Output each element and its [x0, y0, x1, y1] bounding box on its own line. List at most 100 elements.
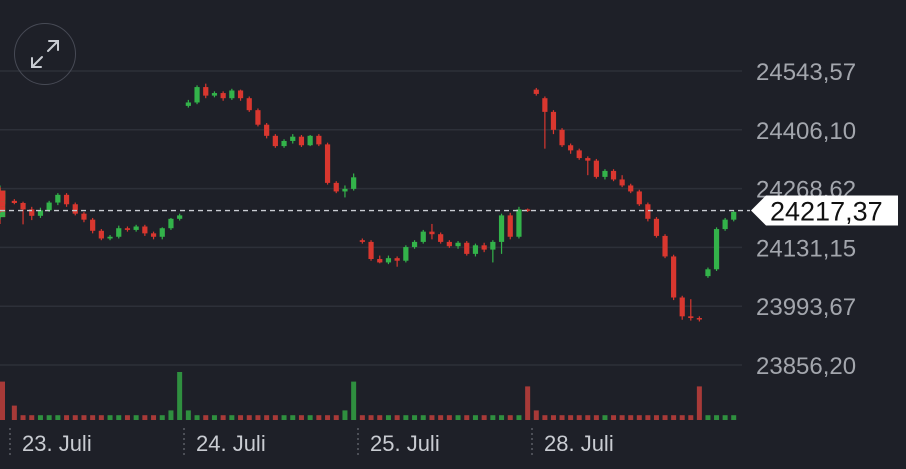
candle	[0, 213, 6, 220]
candle	[662, 234, 668, 259]
volume-bar	[653, 415, 659, 420]
y-tick-label: 24131,15	[756, 235, 856, 262]
candle-body	[472, 245, 479, 254]
candle	[211, 91, 218, 98]
candle	[351, 173, 357, 191]
candle	[81, 211, 87, 223]
y-tick-label: 24406,10	[756, 118, 856, 145]
candle-body	[237, 90, 244, 99]
candle-body	[377, 259, 383, 263]
candle	[403, 245, 409, 263]
volume-bar	[679, 415, 685, 420]
candle	[0, 208, 6, 218]
candle	[671, 254, 677, 301]
candle-body	[290, 136, 296, 141]
candle	[342, 185, 348, 198]
volume-bar	[133, 415, 139, 420]
candle	[533, 87, 539, 96]
volume-bar	[72, 415, 78, 420]
candle	[203, 83, 209, 99]
candle	[20, 201, 26, 225]
volume-bar	[238, 415, 244, 420]
candle-body	[142, 226, 148, 234]
candle	[11, 199, 17, 205]
volume-bar	[159, 415, 165, 420]
candle	[455, 241, 461, 249]
candle-body	[568, 145, 574, 151]
candle-body	[98, 230, 104, 239]
volume-bar	[403, 415, 409, 420]
candle-body	[29, 209, 35, 216]
candle-body	[403, 247, 409, 261]
candle-body	[46, 202, 52, 211]
candle-body	[342, 188, 348, 192]
candle-body	[525, 209, 531, 211]
candle	[568, 143, 574, 154]
candle	[679, 295, 685, 320]
volume-bar	[438, 415, 444, 420]
candle-body	[220, 93, 226, 99]
candle-body	[272, 135, 278, 147]
x-tick-label: 28. Juli	[544, 431, 614, 456]
expand-button[interactable]	[14, 23, 76, 85]
volume-bar	[464, 415, 470, 420]
candle	[133, 224, 139, 232]
volume-bar	[81, 415, 87, 420]
candle	[593, 158, 599, 179]
candle	[90, 217, 96, 234]
candle	[0, 187, 6, 204]
candle-body	[124, 228, 131, 230]
volume-bar	[507, 415, 513, 420]
candle	[464, 241, 470, 256]
candle-body	[464, 242, 470, 254]
candle-body	[679, 297, 685, 317]
volume-bar	[490, 415, 496, 420]
expand-arrows-icon	[31, 40, 59, 68]
volume-bar	[194, 415, 200, 420]
volume-bar	[229, 415, 235, 420]
volume-bar	[722, 415, 728, 420]
candle-body	[619, 179, 625, 186]
candle	[628, 183, 634, 194]
volume-bar	[472, 415, 478, 420]
candle-body	[636, 191, 642, 205]
candle	[298, 134, 305, 147]
volume-bar	[542, 415, 548, 420]
candle	[705, 267, 711, 278]
candle	[63, 193, 70, 207]
volume-bar	[246, 415, 252, 420]
candle	[636, 189, 642, 206]
candle-body	[55, 194, 61, 203]
candle	[333, 181, 339, 194]
candle-body	[498, 215, 505, 242]
x-tick-label: 24. Juli	[196, 431, 266, 456]
candle-body	[211, 93, 218, 96]
candle-body	[246, 98, 252, 111]
current-price-tag: 24217,37	[751, 195, 898, 227]
candle-body	[602, 170, 608, 177]
candle	[246, 96, 252, 112]
candle-body	[63, 194, 70, 205]
candle	[516, 206, 522, 239]
candle	[525, 208, 531, 212]
y-tick-label: 24543,57	[756, 59, 856, 86]
volume-bar	[11, 405, 17, 420]
candle-body	[593, 160, 599, 177]
candle	[688, 299, 694, 321]
candle-body	[438, 234, 444, 242]
candle-body	[688, 316, 694, 319]
y-tick-label: 23993,67	[756, 294, 856, 321]
candle-body	[298, 136, 305, 146]
volume-bar	[550, 415, 556, 420]
candle-body	[385, 258, 392, 263]
y-tick-label: 23856,20	[756, 353, 856, 380]
grid-lines	[0, 70, 742, 366]
candle-body	[81, 213, 87, 220]
candle-body	[722, 219, 728, 230]
volume-bar	[619, 415, 625, 420]
candle	[507, 212, 513, 240]
candle	[359, 238, 365, 244]
volume-bar	[64, 415, 70, 420]
volume-bar	[177, 372, 183, 420]
volume-bar	[185, 410, 191, 420]
